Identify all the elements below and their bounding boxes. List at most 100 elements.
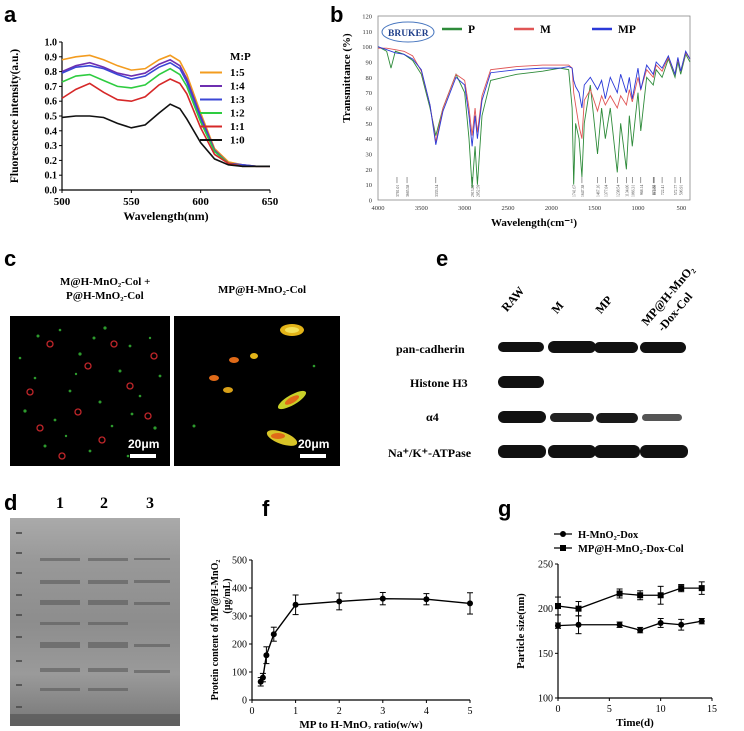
b-peak-label: 1467.16	[597, 185, 601, 197]
b-ytick-label: 10	[366, 182, 373, 189]
f-ytick-label: 200	[232, 640, 247, 651]
band-alpha4-mp	[596, 413, 638, 423]
chart-g-particle-size: 100 150 200 250 0 5 10 15 Time(d) Particle size(n…	[516, 530, 717, 729]
b-xlabel: Wavelength(cm⁻¹)	[491, 217, 577, 229]
b-peak-label: 3665.58	[406, 185, 410, 197]
f-xtick-label: 3	[380, 706, 385, 717]
b-legend-label: M	[540, 24, 551, 36]
g-xtick-label: 5	[607, 704, 612, 715]
f-point	[259, 674, 266, 681]
g-ytick-label: 150	[538, 649, 553, 660]
g-point-circle	[616, 621, 623, 628]
f-ylabel-line2: (μg/mL)	[222, 578, 233, 613]
scale-label-right: 20μm	[298, 437, 330, 451]
g-ylabel: Particle size(nm)	[516, 593, 527, 669]
b-ytick-label: 30	[366, 152, 373, 159]
b-ylabel: Transmittance (%)	[341, 33, 353, 123]
panel-letter-d: d	[4, 490, 18, 515]
band-alpha4-raw	[498, 411, 546, 423]
g-xtick-label: 15	[707, 704, 717, 715]
g-legend-label: H-MnO₂-Dox	[578, 530, 639, 541]
a-legend-label: 1:3	[230, 94, 245, 106]
gel-lane-1-label: 1	[56, 495, 64, 512]
b-peak-label: 506.91	[680, 185, 684, 196]
b-xtick-label: 3500	[415, 205, 428, 212]
b-logo-ring	[381, 21, 435, 43]
band-atpase-mp-dox-col	[640, 445, 688, 458]
f-ylabel-line1: Protein content of MP@H-MnO₂	[210, 560, 221, 701]
b-ytick-label: 90	[366, 60, 373, 67]
a-ytick-label: 0.3	[45, 141, 58, 152]
g-legend-marker	[560, 545, 566, 551]
a-ytick-label: 0.9	[45, 52, 58, 63]
band-alpha4-mp-dox-col	[642, 414, 682, 421]
b-peak-label: 1377.04	[604, 185, 608, 197]
b-ytick-label: 70	[366, 90, 373, 97]
g-point-square	[616, 590, 623, 597]
g-point-circle	[555, 622, 561, 629]
gel-lane-3-label: 3	[146, 495, 154, 512]
a-xlabel: Wavelength(nm)	[123, 209, 208, 223]
b-peak-label: 814.00	[653, 185, 657, 196]
band-pan-cadherin-raw	[498, 342, 544, 352]
panel-letter-g: g	[498, 496, 512, 521]
g-legend-label: MP@H-MnO₂-Dox-Col	[578, 544, 684, 555]
g-xtick-label: 0	[556, 704, 561, 715]
b-peak-label: 1741.67	[573, 185, 577, 197]
panel-letter-b: b	[330, 2, 344, 27]
b-legend-label: P	[468, 24, 475, 36]
a-legend-label: 1:0	[230, 135, 245, 147]
b-peak-label: 968.14	[640, 185, 644, 196]
chart-b-ftir: 0 10 20 30 40 50 60 70 80 90 100 110 120 4000 3500 3000…	[341, 14, 691, 229]
panel-c-right-title: MP@H-MnO₂-Col	[218, 284, 307, 296]
f-xtick-label: 5	[468, 706, 473, 717]
b-xtick-label: 2500	[502, 205, 515, 212]
b-ytick-label: 50	[366, 121, 373, 128]
b-logo-text: BRUKER	[388, 29, 429, 39]
b-series-line	[378, 47, 691, 142]
f-xlabel: MP to H-MnO₂ ratio(w/w)	[299, 719, 423, 729]
sds-page-gel	[10, 518, 180, 726]
scale-label-left: 20μm	[128, 437, 160, 451]
b-ytick-label: 40	[366, 136, 373, 143]
g-point-circle	[678, 621, 685, 628]
a-legend-label: 1:1	[230, 121, 245, 133]
gel-bands	[10, 532, 180, 726]
b-ytick-label: 60	[366, 106, 373, 113]
f-xtick-label: 4	[424, 706, 429, 717]
panel-c-left-title-line1: M@H-MnO₂-Col +	[60, 276, 151, 288]
panel-letter-e: e	[436, 246, 449, 271]
a-ytick-label: 0.8	[45, 67, 58, 78]
f-point	[263, 652, 270, 659]
band-histone-h3-raw	[498, 376, 544, 388]
panel-letter-c: c	[4, 246, 17, 271]
a-xtick-label: 550	[123, 196, 140, 208]
f-point	[292, 601, 299, 608]
f-ytick-label: 100	[232, 668, 247, 679]
b-xtick-label: 1500	[588, 205, 601, 212]
b-xtick-label: 1000	[632, 205, 645, 212]
a-ytick-label: 1.0	[45, 38, 58, 49]
g-ytick-label: 100	[538, 694, 553, 705]
a-ytick-label: 0.6	[45, 97, 58, 108]
band-atpase-m	[548, 445, 596, 458]
g-point-square	[637, 592, 644, 599]
b-ytick-label: 0	[369, 198, 372, 205]
g-point-circle	[637, 627, 644, 634]
band-alpha4-m	[550, 413, 594, 422]
f-point	[379, 595, 386, 602]
b-peak-label: 3333.34	[435, 185, 439, 197]
b-ytick-label: 120	[362, 14, 372, 21]
wb-row-histone-h3: Histone H3	[410, 376, 468, 390]
b-ytick-label: 100	[362, 44, 372, 51]
gel-lane-2-label: 2	[100, 495, 108, 512]
f-point	[270, 631, 277, 638]
panel-letter-a: a	[4, 2, 17, 27]
g-point-square	[575, 605, 582, 612]
chart-a-fluorescence: 0.0 0.1 0.2 0.3 0.4 0.5 0.6 0.7 0.8 0.9 1.0 500 550 6…	[9, 38, 279, 224]
b-xtick-label: 500	[676, 205, 686, 212]
a-legend-label: 1:4	[230, 81, 245, 93]
f-ytick-label: 0	[242, 696, 247, 707]
panel-c-left-title-line2: P@H-MnO₂-Col	[66, 290, 144, 302]
a-xtick-label: 500	[54, 196, 71, 208]
